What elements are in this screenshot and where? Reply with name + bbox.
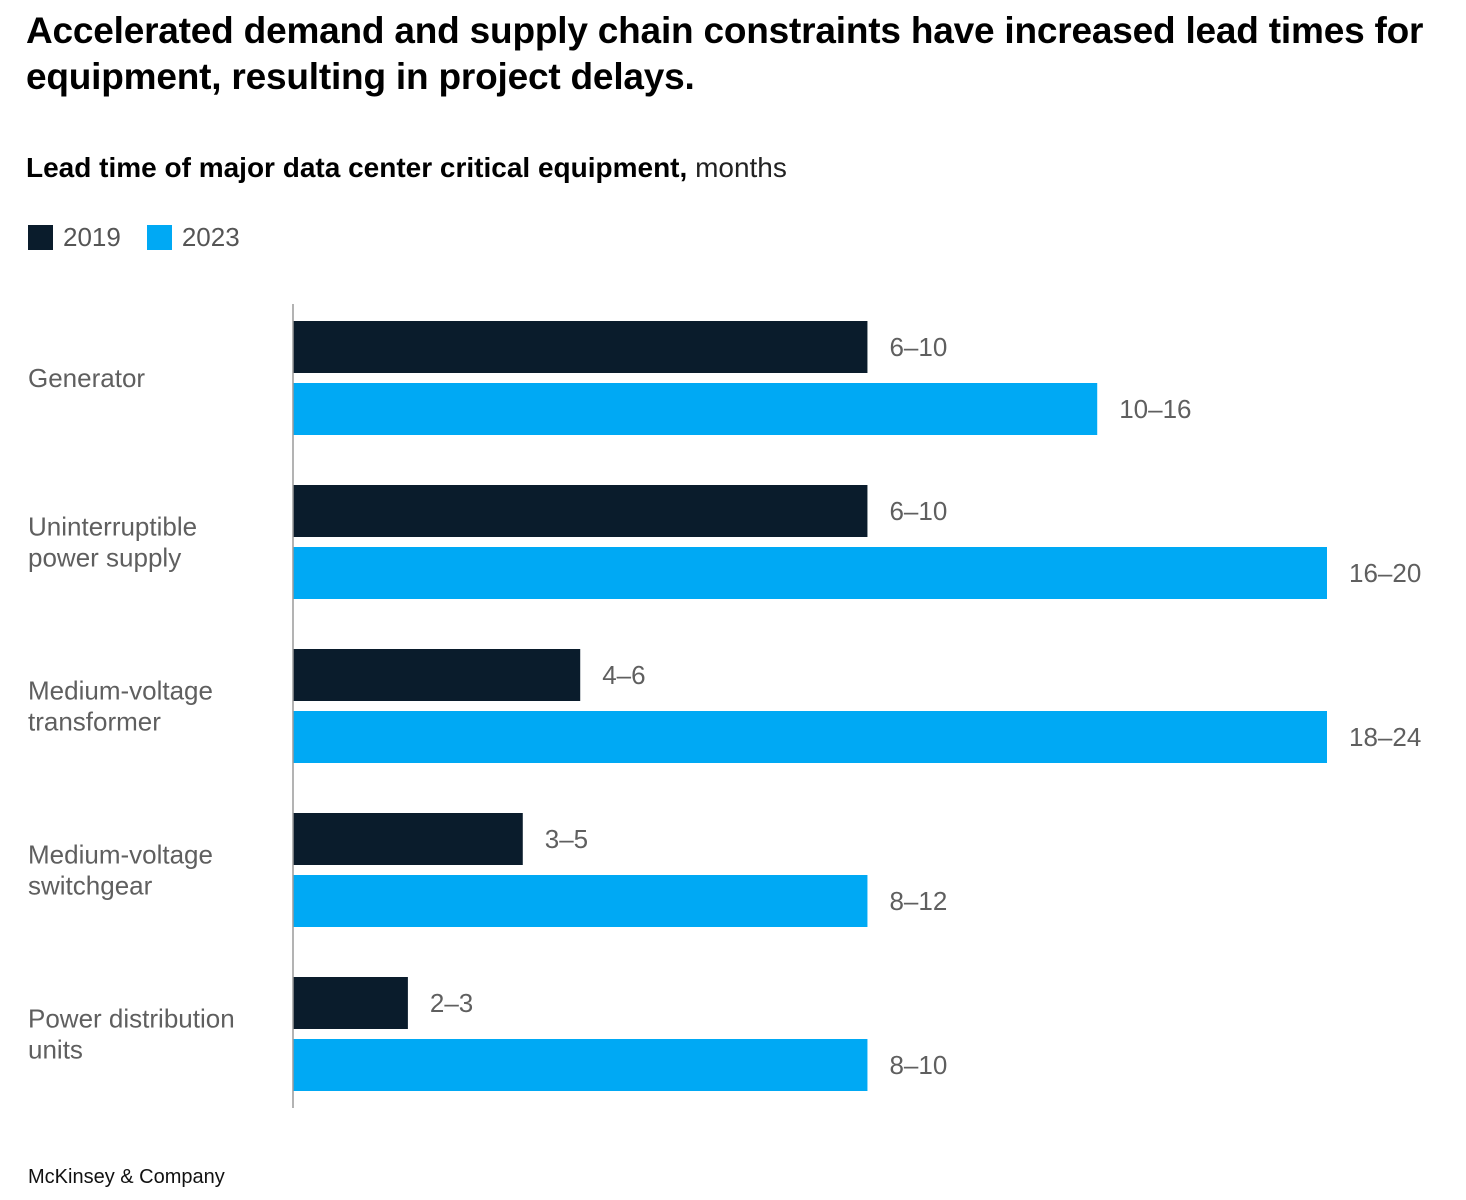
value-label-2019: 4–6 — [602, 660, 645, 690]
value-label-2023: 18–24 — [1349, 722, 1421, 752]
category-label: Medium-voltage switchgear — [28, 840, 213, 901]
category-label-line: units — [28, 1035, 83, 1065]
value-label-2023: 16–20 — [1349, 558, 1421, 588]
value-label-2023: 10–16 — [1119, 394, 1191, 424]
bar-2023 — [293, 383, 1098, 435]
category-label-line: switchgear — [28, 871, 153, 901]
value-label-2023: 8–12 — [889, 886, 947, 916]
chart-subtitle: Lead time of major data center critical … — [26, 150, 787, 186]
legend-item-2023: 2023 — [146, 221, 240, 253]
category-label-line: Power distribution — [28, 1004, 235, 1034]
value-label-2019: 6–10 — [889, 496, 947, 526]
legend-item-2019: 2019 — [28, 222, 121, 253]
bar-2023 — [293, 1039, 868, 1091]
bar-2019 — [293, 813, 523, 865]
bar-2023 — [293, 547, 1327, 599]
legend: 2019 2023 — [28, 222, 266, 252]
value-label-2019: 6–10 — [889, 332, 947, 362]
bar-2019 — [293, 649, 581, 701]
subtitle-unit: months — [695, 152, 787, 183]
chart-headline: Accelerated demand and supply chain cons… — [26, 10, 1424, 97]
category-label-line: power supply — [28, 543, 181, 573]
bar-2023 — [293, 875, 868, 927]
category-label: Generator — [28, 363, 145, 393]
legend-swatch-2023 — [146, 224, 172, 250]
bar-2023 — [293, 711, 1327, 763]
bar-2019 — [293, 485, 868, 537]
value-label-2023: 8–10 — [889, 1050, 947, 1080]
category-label: Uninterruptible power supply — [28, 512, 197, 573]
category-label-line: transformer — [28, 707, 161, 737]
footer-brand: McKinsey & Company — [28, 1166, 225, 1188]
legend-label-2023: 2023 — [181, 221, 240, 252]
legend-swatch-2019 — [28, 224, 53, 250]
category-label-line: Medium-voltage — [28, 840, 213, 870]
category-label-line: Uninterruptible — [28, 512, 197, 542]
value-label-2019: 3–5 — [545, 824, 588, 854]
category-label-line: Generator — [28, 363, 145, 393]
category-label: Medium-voltage transformer — [28, 676, 213, 737]
value-label-2019: 2–3 — [430, 988, 473, 1018]
legend-label-2019: 2019 — [63, 221, 121, 252]
subtitle-bold: Lead time of major data center critical … — [26, 152, 688, 183]
category-label-line: Medium-voltage — [28, 676, 213, 706]
category-label: Power distribution units — [28, 1004, 235, 1065]
bar-2019 — [293, 321, 868, 373]
bar-2019 — [293, 977, 408, 1029]
